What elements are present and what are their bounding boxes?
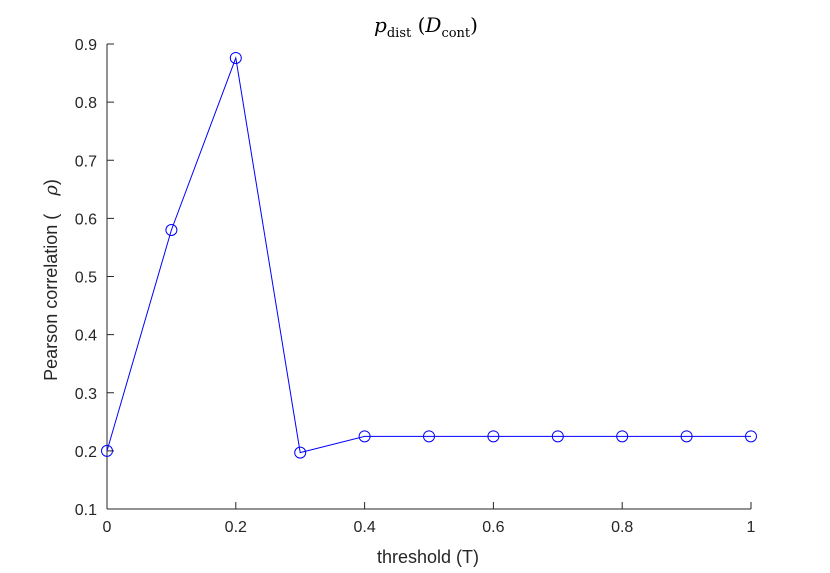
axes — [106, 44, 751, 510]
data-point-marker — [487, 430, 500, 443]
data-point-marker — [165, 224, 178, 236]
data-point-marker — [680, 430, 693, 443]
x-tick-label: 0.8 — [611, 519, 633, 536]
y-axis-label: Pearson correlation (ρ) — [41, 179, 62, 381]
y-tick-label: 0.8 — [75, 95, 97, 112]
data-series — [101, 51, 757, 459]
y-tick-label: 0.7 — [75, 153, 97, 170]
x-axis-label: threshold (T) — [377, 547, 479, 567]
x-tick-label: 0.6 — [482, 519, 504, 536]
y-axis-label-group: Pearson correlation (ρ) — [41, 179, 62, 381]
series-line — [106, 56, 751, 454]
data-point-marker — [358, 430, 371, 443]
data-point-marker — [616, 430, 629, 443]
y-tick-label: 0.2 — [75, 444, 97, 461]
chart-title: pdist (Dcont) — [374, 13, 478, 41]
x-tick-label: 1 — [747, 519, 756, 536]
data-point-marker — [745, 430, 757, 443]
data-point-marker — [423, 430, 435, 443]
data-point-marker — [101, 444, 113, 457]
y-tick-label: 0.1 — [75, 502, 97, 519]
y-tick-label: 0.3 — [75, 386, 97, 403]
data-point-marker — [551, 430, 564, 443]
y-tick-label: 0.9 — [75, 37, 97, 54]
data-point-marker — [294, 446, 307, 459]
y-ticks: 0.1 0.2 0.3 0.4 0.5 0.6 0.7 0.8 0.9 — [75, 37, 114, 519]
y-tick-label: 0.4 — [75, 328, 97, 345]
x-tick-label: 0 — [103, 519, 112, 536]
data-point-marker — [229, 51, 242, 64]
x-tick-label: 0.2 — [225, 519, 247, 536]
x-ticks: 0 0.2 0.4 0.6 0.8 1 — [103, 502, 756, 536]
x-tick-label: 0.4 — [353, 519, 375, 536]
y-tick-label: 0.5 — [75, 270, 97, 287]
y-tick-label: 0.6 — [75, 211, 97, 228]
